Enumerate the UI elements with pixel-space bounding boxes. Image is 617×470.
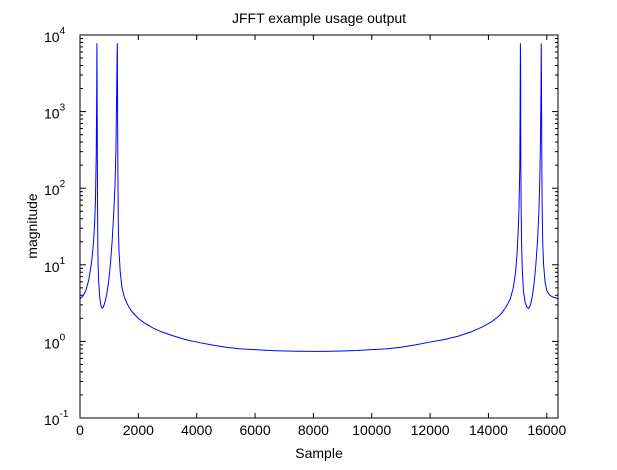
x-tick-label: 10000	[352, 422, 391, 438]
x-tick-label: 6000	[239, 422, 270, 438]
y-tick-exponent: 3	[60, 103, 66, 114]
series-layer	[80, 43, 558, 352]
x-tick-label: 12000	[411, 422, 450, 438]
y-tick-exponent: -1	[60, 409, 69, 420]
y-tick-exponent: 4	[60, 26, 66, 37]
x-tick-label: 8000	[298, 422, 329, 438]
axes-box	[79, 34, 559, 419]
y-tick-exponent: 1	[60, 256, 66, 267]
y-tick-exponent: 0	[60, 332, 66, 343]
plot-area	[80, 35, 558, 418]
x-axis-label: Sample	[295, 445, 343, 461]
x-tick-label: 0	[76, 422, 84, 438]
x-tick-label: 4000	[181, 422, 212, 438]
x-axis-ticks: 0 2000 4000 6000 8000 10000 12000 14000 16000	[76, 35, 566, 438]
x-tick-label: 2000	[123, 422, 154, 438]
x-tick-label: 16000	[527, 422, 566, 438]
y-axis-label: magnitude	[24, 193, 40, 259]
x-tick-label: 14000	[469, 422, 508, 438]
y-tick-exponent: 2	[60, 179, 66, 190]
series-line-0	[80, 43, 558, 352]
chart-title: JFFT example usage output	[232, 10, 406, 26]
